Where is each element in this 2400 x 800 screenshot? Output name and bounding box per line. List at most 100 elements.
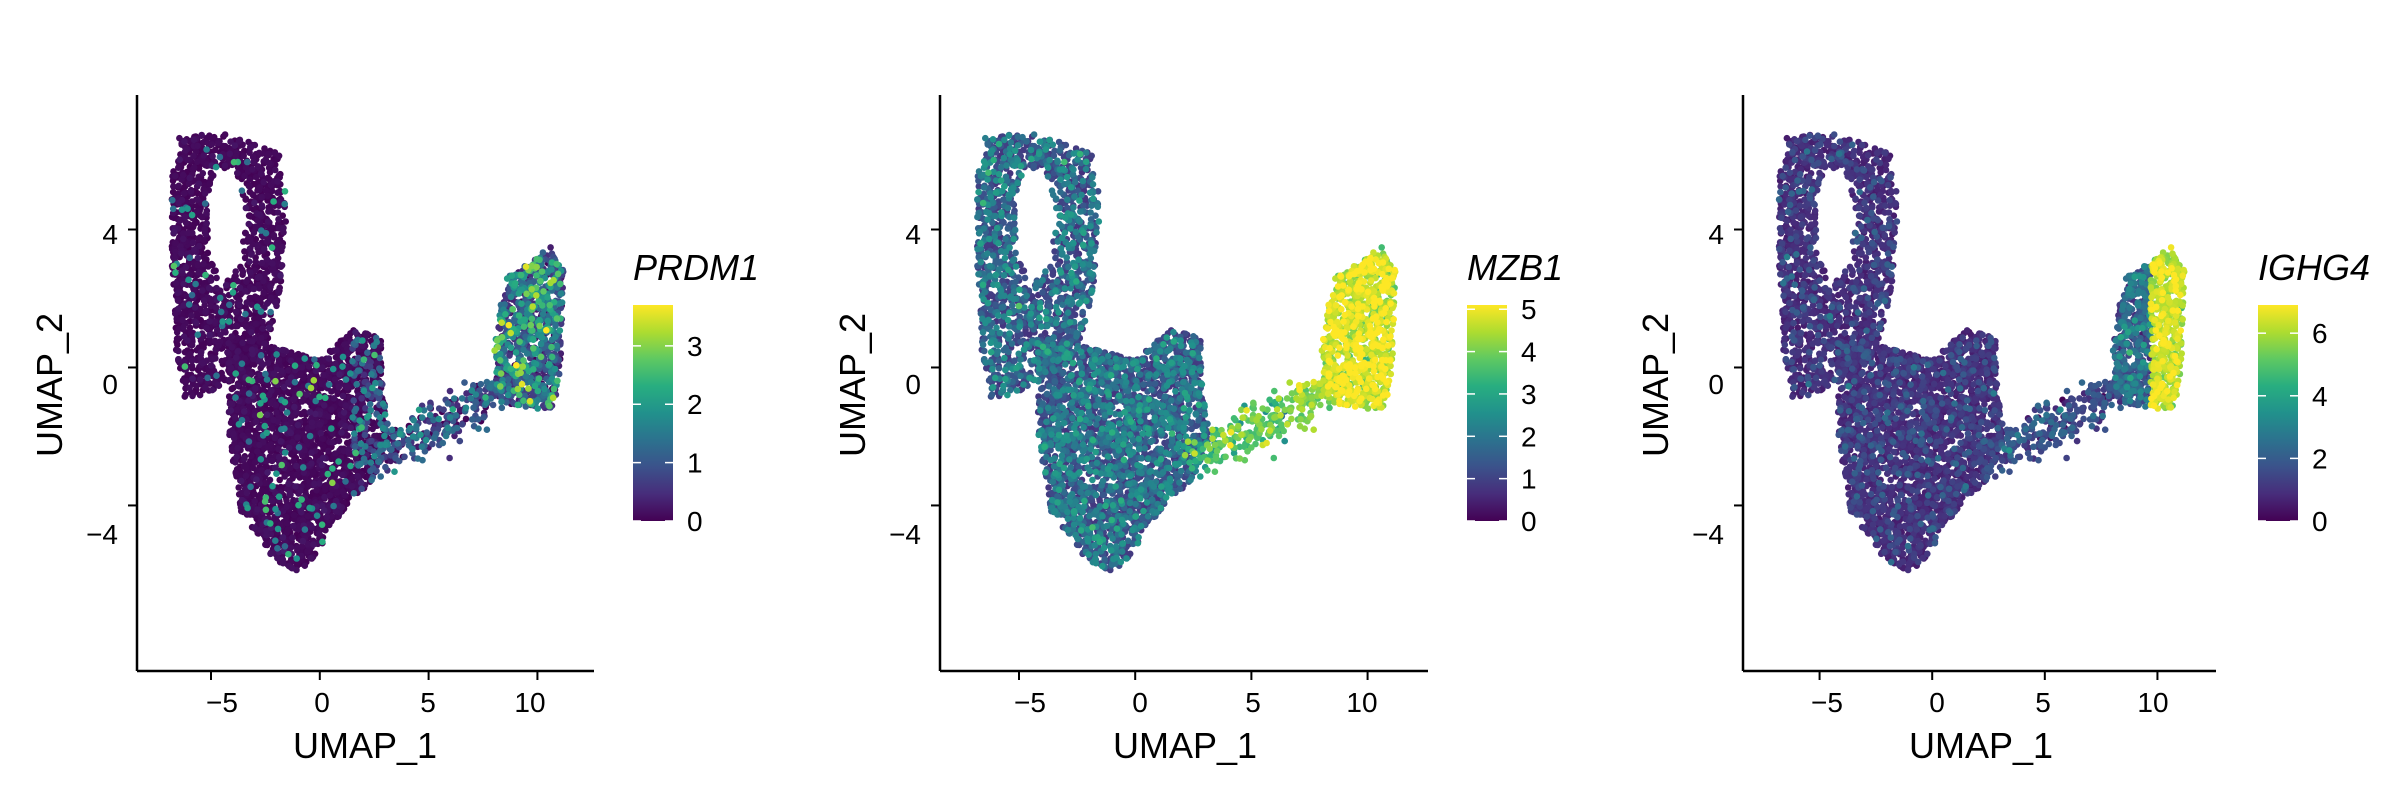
cell-point	[278, 262, 286, 269]
cell-point	[251, 497, 258, 505]
cell-point	[381, 432, 388, 440]
cell-point	[277, 438, 285, 445]
cell-point	[179, 171, 187, 179]
cell-point	[227, 407, 235, 414]
cell-point	[196, 391, 204, 399]
cell-point	[212, 304, 220, 311]
cell-point	[344, 384, 351, 391]
cell-point	[248, 329, 255, 336]
cell-point	[188, 291, 196, 299]
cell-point	[335, 383, 343, 391]
cell-point	[558, 299, 566, 306]
cell-point	[239, 339, 246, 347]
cell-point	[324, 413, 332, 420]
cell-point	[339, 488, 347, 496]
cell-point	[203, 146, 210, 153]
cell-point	[541, 385, 548, 393]
cell-point	[200, 152, 207, 159]
cell-point	[274, 209, 282, 216]
cell-point	[226, 400, 234, 408]
cell-point	[186, 174, 193, 182]
cell-point	[247, 483, 254, 491]
cell-point	[189, 239, 197, 246]
cell-point	[369, 425, 376, 433]
cell-point	[342, 402, 350, 410]
cell-point	[328, 388, 335, 395]
cell-point	[342, 376, 350, 383]
cell-point	[233, 406, 241, 414]
cell-point	[236, 284, 244, 292]
cell-point	[262, 156, 270, 163]
cell-point	[450, 395, 458, 402]
cell-point	[290, 396, 297, 403]
cell-point	[444, 424, 452, 432]
cell-point	[310, 541, 317, 548]
cell-point	[282, 218, 290, 225]
cell-point	[367, 406, 375, 414]
cell-point	[422, 436, 430, 444]
cell-point	[232, 322, 240, 330]
cell-point	[275, 287, 282, 295]
cell-point	[301, 526, 309, 533]
cell-point	[272, 401, 280, 409]
cell-point	[245, 438, 253, 445]
cell-point	[199, 287, 206, 294]
cell-point	[462, 415, 470, 423]
cell-point	[209, 152, 216, 160]
cell-point	[231, 414, 239, 421]
cell-point	[358, 485, 366, 493]
cell-point	[351, 443, 359, 450]
cell-point	[242, 345, 249, 352]
cell-point	[206, 318, 213, 325]
cell-point	[274, 554, 281, 562]
cell-point	[368, 476, 375, 484]
cell-point	[330, 502, 337, 510]
cell-point	[254, 294, 261, 302]
cell-point	[206, 180, 213, 188]
cell-point	[290, 511, 298, 519]
cell-point	[232, 469, 240, 477]
cell-point	[288, 564, 296, 572]
cell-point	[299, 537, 307, 545]
cell-point	[214, 381, 222, 389]
cell-point	[203, 220, 210, 227]
cell-point	[233, 354, 240, 361]
cell-point	[333, 347, 340, 354]
cell-point	[308, 449, 315, 457]
cell-point	[211, 146, 219, 154]
cell-point	[256, 211, 264, 218]
cell-point	[208, 141, 216, 148]
cell-point	[267, 308, 274, 316]
cell-point	[318, 461, 326, 469]
cell-point	[264, 218, 272, 225]
cell-point	[453, 424, 461, 432]
cell-point	[367, 467, 374, 475]
cell-point	[329, 439, 336, 446]
cell-point	[304, 512, 312, 520]
cell-point	[209, 386, 216, 394]
cell-point	[367, 459, 375, 466]
cell-point	[245, 220, 253, 228]
cell-point	[320, 507, 328, 514]
cell-point	[194, 254, 202, 262]
cell-point	[186, 254, 193, 262]
cell-point	[202, 308, 209, 316]
cell-point	[319, 454, 327, 462]
cell-point	[200, 260, 207, 268]
cell-point	[358, 395, 365, 402]
cell-point	[456, 437, 464, 445]
cell-point	[281, 449, 289, 456]
cell-point	[247, 269, 254, 276]
cell-point	[407, 424, 414, 432]
cell-point	[196, 376, 204, 383]
cell-point	[498, 404, 506, 412]
cell-point	[194, 331, 202, 339]
cell-point	[299, 464, 307, 471]
cell-point	[351, 430, 358, 437]
cell-point	[353, 381, 361, 388]
cell-point	[217, 308, 225, 316]
cell-point	[301, 562, 309, 569]
cell-point	[458, 395, 466, 402]
cell-point	[267, 550, 274, 558]
